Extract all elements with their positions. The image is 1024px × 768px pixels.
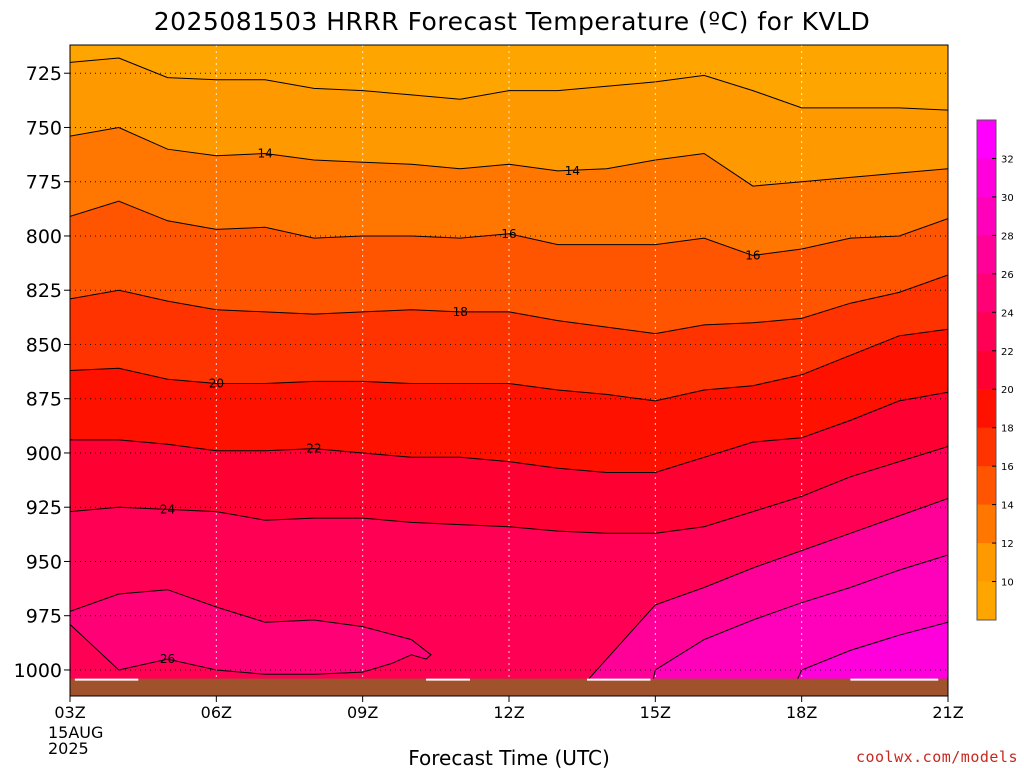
- colorbar-frame: [976, 119, 997, 621]
- colorbar-label-18: 18: [1001, 424, 1014, 435]
- y-tick-label-875: 875: [26, 389, 62, 411]
- contour-labels: 14 14 16 16 18 20 22 24 26: [160, 147, 761, 667]
- y-tick-label-950: 950: [26, 551, 62, 573]
- y-tick-label-800: 800: [26, 226, 62, 248]
- isotherm-32: [791, 621, 948, 692]
- chart-title: 2025081503 HRRR Forecast Temperature (ºC…: [154, 7, 871, 36]
- colorbar-swatch-4: [977, 273, 996, 313]
- colorbar-swatch-9: [977, 466, 996, 506]
- x-axis-start-year: 2025: [48, 739, 89, 758]
- colorbar-label-30: 30: [1001, 193, 1014, 204]
- y-tick-label-850: 850: [26, 334, 62, 356]
- colorbar-legend: 32 30 28 26 24 22 20 18 16 14 12 10: [976, 119, 1014, 621]
- colorbar-label-20: 20: [1001, 385, 1014, 396]
- colorbar-label-32: 32: [1001, 154, 1014, 165]
- isotherm-22: [70, 391, 948, 473]
- y-tick-label-1000: 1000: [14, 660, 62, 682]
- colorbar-swatch-6: [977, 350, 996, 390]
- contour-label-20: 20: [209, 377, 224, 391]
- colorbar-swatch-5: [977, 312, 996, 352]
- y-tick-label-725: 725: [26, 63, 62, 85]
- temperature-band-26-pocket: [70, 589, 431, 675]
- x-axis-title: Forecast Time (UTC): [408, 746, 610, 768]
- colorbar-label-12: 12: [1001, 539, 1014, 550]
- isotherm-18: [70, 274, 948, 335]
- colorbar-label-10: 10: [1001, 578, 1014, 589]
- contour-label-26: 26: [160, 652, 175, 666]
- isotherm-30: [650, 554, 948, 692]
- colorbar-swatch-7: [977, 389, 996, 429]
- contour-label-16: 16: [745, 248, 760, 262]
- colorbar-swatch-1: [977, 158, 996, 198]
- colorbar-swatch-10: [977, 504, 996, 544]
- colorbar-swatch-0: [977, 120, 996, 159]
- isotherm-12: [70, 57, 948, 111]
- x-tick-label-03Z: 03Z: [54, 703, 85, 722]
- plot-area: [70, 45, 948, 696]
- contour-label-22: 22: [306, 442, 321, 456]
- colorbar-swatch-8: [977, 427, 996, 467]
- ground-surface: [70, 678, 948, 696]
- isotherm-lines: [70, 57, 948, 693]
- y-tick-label-825: 825: [26, 280, 62, 302]
- contour-label-14: 14: [565, 164, 580, 178]
- colorbar-swatch-2: [977, 196, 996, 236]
- colorbar-swatch-12: [977, 581, 996, 621]
- x-tick-label-18Z: 18Z: [786, 703, 817, 722]
- isotherm-26: [70, 589, 432, 675]
- y-tick-label-775: 775: [26, 172, 62, 194]
- x-tick-label-06Z: 06Z: [201, 703, 232, 722]
- x-tick-label-09Z: 09Z: [347, 703, 378, 722]
- y-tick-label-900: 900: [26, 443, 62, 465]
- colorbar-label-24: 24: [1001, 308, 1014, 319]
- colorbar-label-14: 14: [1001, 501, 1014, 512]
- isotherm-28: [576, 498, 948, 693]
- contour-label-24: 24: [160, 502, 175, 516]
- contour-label-14: 14: [257, 147, 272, 161]
- colorbar-swatch-11: [977, 543, 996, 583]
- site-credit: coolwx.com/models: [856, 748, 1018, 766]
- isotherm-24: [70, 446, 948, 534]
- colorbar-label-16: 16: [1001, 462, 1014, 473]
- x-tick-label-21Z: 21Z: [932, 703, 963, 722]
- temperature-fill-bands: [70, 45, 948, 696]
- isotherm-16: [70, 200, 948, 257]
- y-tick-label-750: 750: [26, 117, 62, 139]
- y-tick-label-925: 925: [26, 497, 62, 519]
- y-axis: 725 750 775 800 825 850 875 900 925 950 975 1000: [14, 63, 70, 682]
- plot-grid: [70, 45, 948, 696]
- isotherm-20: [70, 328, 948, 402]
- x-tick-label-15Z: 15Z: [640, 703, 671, 722]
- colorbar-swatch-3: [977, 235, 996, 275]
- contour-label-16: 16: [501, 227, 516, 241]
- isotherm-14: [70, 126, 948, 187]
- colorbar-label-22: 22: [1001, 347, 1014, 358]
- temperature-band-32: [791, 622, 948, 696]
- x-tick-label-12Z: 12Z: [493, 703, 524, 722]
- x-axis: 03Z 06Z 09Z 12Z 15Z 18Z 21Z: [54, 696, 964, 722]
- contour-label-18: 18: [453, 305, 468, 319]
- colorbar-label-28: 28: [1001, 231, 1014, 242]
- x-axis-start-day: 15AUG: [48, 723, 103, 742]
- y-tick-label-975: 975: [26, 606, 62, 628]
- ground-surface-fill: [70, 678, 948, 696]
- colorbar-label-26: 26: [1001, 270, 1014, 281]
